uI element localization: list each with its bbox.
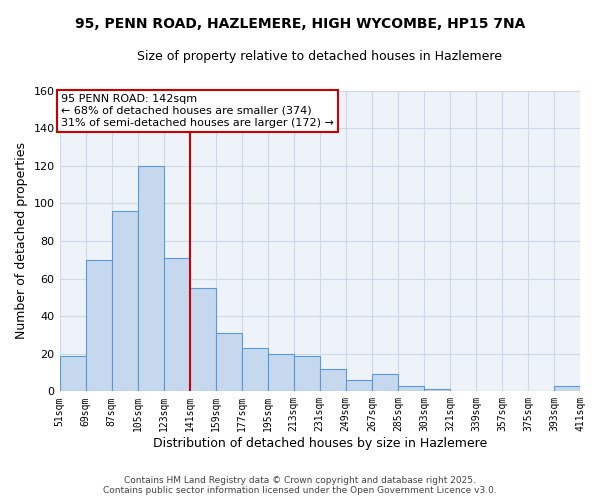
Bar (554, 386, 580, 392)
Bar (424, 390, 450, 392)
Bar (59, 356, 86, 392)
Bar (372, 374, 398, 392)
Bar (137, 166, 164, 392)
Text: 95 PENN ROAD: 142sqm
← 68% of detached houses are smaller (374)
31% of semi-deta: 95 PENN ROAD: 142sqm ← 68% of detached h… (61, 94, 334, 128)
Bar (164, 258, 190, 392)
Bar (215, 333, 242, 392)
Bar (320, 369, 346, 392)
Bar (346, 380, 372, 392)
Title: Size of property relative to detached houses in Hazlemere: Size of property relative to detached ho… (137, 50, 502, 63)
Text: Contains HM Land Registry data © Crown copyright and database right 2025.
Contai: Contains HM Land Registry data © Crown c… (103, 476, 497, 495)
Bar (242, 348, 268, 392)
Bar (268, 354, 294, 392)
Text: 95, PENN ROAD, HAZLEMERE, HIGH WYCOMBE, HP15 7NA: 95, PENN ROAD, HAZLEMERE, HIGH WYCOMBE, … (75, 18, 525, 32)
Y-axis label: Number of detached properties: Number of detached properties (15, 142, 28, 340)
X-axis label: Distribution of detached houses by size in Hazlemere: Distribution of detached houses by size … (152, 437, 487, 450)
Bar (398, 386, 424, 392)
Bar (294, 356, 320, 392)
Bar (190, 288, 215, 392)
Bar (86, 260, 112, 392)
Bar (112, 211, 137, 392)
